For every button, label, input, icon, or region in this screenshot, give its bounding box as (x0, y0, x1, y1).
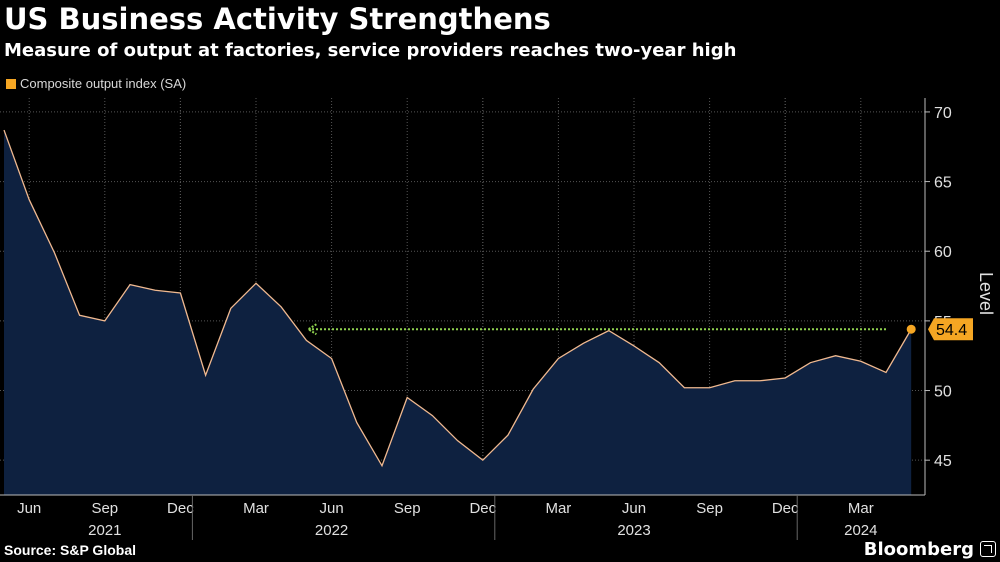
series-area (4, 130, 912, 496)
x-tick-label: Dec (469, 500, 496, 517)
external-link-icon[interactable] (980, 541, 996, 557)
y-tick-label: 70 (934, 105, 952, 122)
y-tick-label: 60 (934, 244, 952, 261)
x-tick-label: Jun (17, 500, 41, 517)
last-value-marker (906, 324, 916, 334)
x-year-label: 2021 (88, 522, 121, 539)
brand-logo: Bloomberg (863, 539, 974, 560)
legend-label: Composite output index (SA) (20, 76, 187, 91)
x-tick-label: Mar (545, 500, 571, 517)
y-tick-label: 45 (934, 453, 952, 470)
x-tick-label: Jun (622, 500, 646, 517)
x-year-label: 2024 (844, 522, 877, 539)
x-tick-label: Dec (167, 500, 194, 517)
x-tick-label: Sep (91, 500, 118, 517)
chart-title: US Business Activity Strengthens (4, 2, 551, 36)
y-axis-title: Level (976, 272, 996, 315)
y-tick-label: 65 (934, 175, 952, 192)
arrow-head (306, 323, 317, 336)
x-tick-label: Jun (320, 500, 344, 517)
x-year-label: 2023 (617, 522, 650, 539)
x-tick-label: Mar (243, 500, 269, 517)
y-tick-label: 50 (934, 384, 952, 401)
legend: Composite output index (SA) (6, 76, 186, 91)
series-line (3, 129, 912, 468)
x-tick-label: Sep (394, 500, 421, 517)
legend-swatch (6, 78, 16, 89)
source-note: Source: S&P Global (4, 542, 136, 558)
x-tick-label: Sep (696, 500, 723, 517)
x-tick-label: Mar (848, 500, 874, 517)
x-year-label: 2022 (315, 522, 348, 539)
last-value-badge (928, 318, 973, 341)
chart-subtitle: Measure of output at factories, service … (4, 40, 737, 61)
last-value-label: 54.4 (936, 322, 967, 339)
x-tick-label: Dec (772, 500, 799, 517)
